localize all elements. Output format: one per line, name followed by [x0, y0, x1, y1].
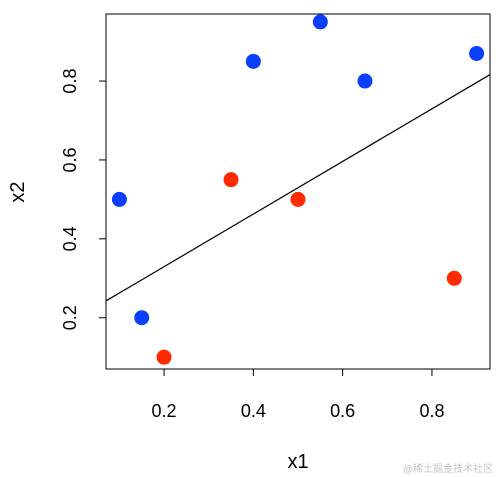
- scatter-point-series-1: [111, 191, 127, 207]
- scatter-point-series-2: [223, 172, 239, 188]
- x-tick-label: 0.8: [419, 401, 444, 421]
- scatter-point-series-2: [446, 270, 462, 286]
- x-tick-label: 0.4: [241, 401, 266, 421]
- scatter-point-series-1: [134, 310, 150, 326]
- y-tick-label: 0.6: [60, 147, 80, 172]
- scatter-point-series-1: [245, 53, 261, 69]
- y-tick-label: 0.2: [60, 305, 80, 330]
- scatter-point-series-1: [357, 73, 373, 89]
- scatter-point-series-1: [312, 14, 328, 30]
- watermark: @稀土掘金技术社区: [403, 464, 493, 475]
- x-tick-label: 0.6: [330, 401, 355, 421]
- scatter-point-series-2: [290, 191, 306, 207]
- scatter-point-series-1: [469, 45, 485, 61]
- y-tick-label: 0.8: [60, 69, 80, 94]
- x-tick-label: 0.2: [152, 401, 177, 421]
- plot-area-border: [105, 13, 491, 370]
- regression-line: [106, 73, 490, 302]
- y-tick-label: 0.4: [60, 226, 80, 251]
- x-axis-label: x1: [287, 451, 308, 473]
- scatter-point-series-2: [156, 349, 172, 365]
- y-axis-label: x2: [7, 181, 29, 202]
